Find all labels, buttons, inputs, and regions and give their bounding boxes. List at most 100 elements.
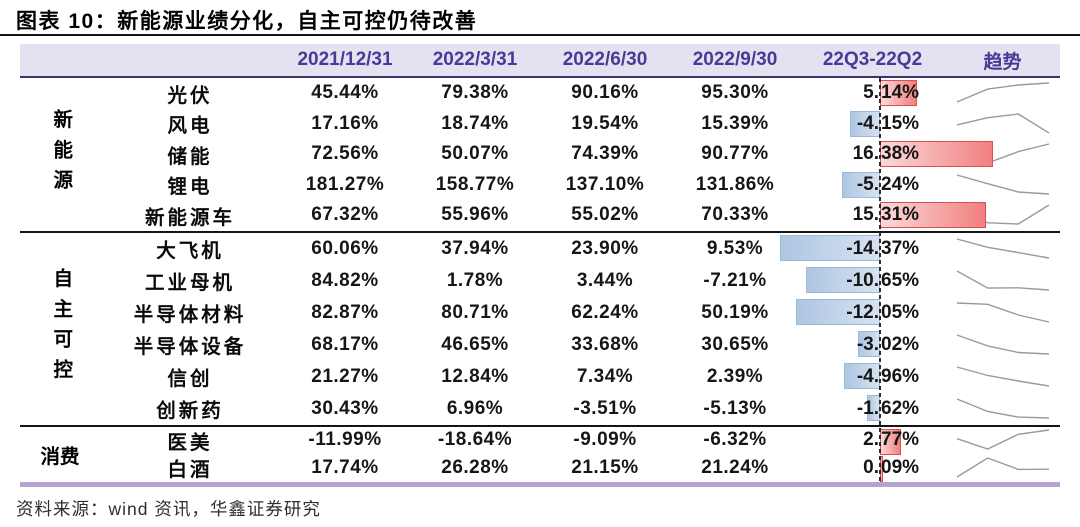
delta-int-part: -14.: [846, 237, 879, 259]
sector-label: 储能: [167, 145, 213, 168]
value-cell: 21.27%: [311, 365, 379, 387]
delta-cell: -12. 05%: [796, 297, 945, 329]
value-cell: 90.16%: [571, 82, 639, 104]
delta-bar-positive: [880, 202, 987, 228]
trend-sparkline: [945, 268, 1060, 294]
value-cell: 50.19%: [701, 301, 769, 323]
value-cell: -11.99%: [308, 429, 382, 451]
delta-int-part: -4.: [856, 365, 879, 387]
value-cell: 30.43%: [311, 397, 379, 419]
delta-int-part: -5.: [856, 173, 879, 195]
value-cell: 74.39%: [571, 143, 639, 165]
value-cell: 67.32%: [311, 204, 379, 226]
value-cell: 60.06%: [311, 237, 379, 259]
sector-label: 风电: [167, 115, 213, 138]
value-cell: -6.32%: [703, 429, 767, 451]
trend-sparkline: [945, 364, 1060, 390]
value-cell: 37.94%: [441, 237, 509, 259]
table-row: 半导体材料 82.87% 80.71% 62.24% 50.19% -12. 05%: [100, 297, 1060, 329]
table-row: 新能源车 67.32% 55.96% 55.02% 70.33% 15. 31%: [100, 200, 1060, 231]
sector-label: 半导体设备: [133, 336, 247, 358]
trend-sparkline: [945, 300, 1060, 326]
table-header: 2021/12/31 2022/3/31 2022/6/30 2022/9/30…: [20, 44, 1060, 78]
figure-title: 图表 10：新能源业绩分化，自主可控仍待改善: [16, 10, 478, 33]
delta-cell: -10. 65%: [800, 265, 945, 297]
delta-frac-part: 38%: [881, 143, 920, 165]
value-cell: 18.74%: [441, 112, 509, 134]
delta-cell: -1. 62%: [800, 393, 945, 425]
table-row: 锂电 181.27% 158.77% 137.10% 131.86% -5. 24%: [100, 170, 1060, 201]
delta-frac-part: 96%: [881, 365, 920, 387]
delta-int-part: 16.: [852, 143, 879, 165]
sector-label: 白酒: [167, 459, 213, 482]
delta-frac-part: 09%: [881, 456, 920, 478]
group-label: 消费: [20, 427, 100, 482]
delta-cell: -5. 24%: [800, 170, 945, 201]
sector-label: 大飞机: [156, 240, 224, 262]
table-row: 创新药 30.43% 6.96% -3.51% -5.13% -1. 62%: [100, 393, 1060, 425]
value-cell: 19.54%: [571, 112, 639, 134]
table-row: 半导体设备 68.17% 46.65% 33.68% 30.65% -3. 02%: [100, 329, 1060, 361]
delta-cell: -3. 02%: [800, 329, 945, 361]
zero-axis-dashed-line: [879, 78, 881, 482]
header-col-1: 2021/12/31: [297, 49, 393, 70]
trend-sparkline: [945, 172, 1060, 198]
delta-bar-negative: [796, 298, 880, 325]
sector-label: 锂电: [167, 176, 213, 199]
delta-int-part: 2.: [863, 429, 879, 451]
value-cell: 2.39%: [706, 365, 764, 387]
table-group: 自主可控 大飞机 60.06% 37.94% 23.90% 9.53% -14. 37% 工业母…: [20, 233, 1060, 427]
table-group: 消费 医美 -11.99% -18.64% -9.09% -6.32% 2. 77% 白酒 17.…: [20, 427, 1060, 482]
table-row: 风电 17.16% 18.74% 19.54% 15.39% -4. 15%: [100, 109, 1060, 140]
trend-sparkline: [945, 332, 1060, 358]
value-cell: -9.09%: [573, 429, 637, 451]
table-row: 信创 21.27% 12.84% 7.34% 2.39% -4. 96%: [100, 361, 1060, 393]
trend-sparkline: [945, 427, 1060, 453]
delta-frac-part: 31%: [881, 204, 920, 226]
delta-frac-part: 24%: [881, 173, 920, 195]
delta-int-part: 5.: [863, 82, 879, 104]
delta-frac-part: 77%: [881, 429, 920, 451]
delta-frac-part: 65%: [881, 269, 920, 291]
table-row: 白酒 17.74% 26.28% 21.15% 21.24% 0. 09%: [100, 454, 1060, 482]
value-cell: 55.02%: [571, 204, 639, 226]
value-cell: 45.44%: [311, 82, 379, 104]
value-cell: -3.51%: [573, 397, 637, 419]
value-cell: 3.44%: [576, 269, 634, 291]
sector-label: 医美: [167, 431, 213, 454]
delta-frac-part: 15%: [881, 112, 920, 134]
delta-cell: 5. 14%: [800, 78, 945, 109]
header-col-delta: 22Q3-22Q2: [822, 49, 923, 70]
sector-label: 新能源车: [144, 206, 235, 229]
value-cell: -18.64%: [437, 429, 513, 451]
value-cell: 82.87%: [311, 301, 379, 323]
value-cell: 33.68%: [571, 333, 639, 355]
trend-sparkline: [945, 396, 1060, 422]
delta-cell: 15. 31%: [800, 200, 987, 231]
value-cell: 70.33%: [701, 204, 769, 226]
value-cell: 50.07%: [441, 143, 509, 165]
value-cell: 9.53%: [706, 237, 764, 259]
value-cell: 12.84%: [441, 365, 509, 387]
value-cell: 80.71%: [441, 301, 509, 323]
delta-int-part: -10.: [846, 269, 879, 291]
delta-int-part: -4.: [856, 112, 879, 134]
value-cell: 181.27%: [305, 173, 385, 195]
sector-label: 创新药: [156, 400, 224, 422]
trend-sparkline: [945, 455, 1060, 481]
delta-cell: -14. 37%: [780, 233, 945, 265]
table-row: 医美 -11.99% -18.64% -9.09% -6.32% 2. 77%: [100, 427, 1060, 455]
value-cell: 21.24%: [701, 456, 769, 478]
delta-frac-part: 14%: [881, 82, 920, 104]
table-row: 光伏 45.44% 79.38% 90.16% 95.30% 5. 14%: [100, 78, 1060, 109]
value-cell: 26.28%: [441, 456, 509, 478]
sector-label: 工业母机: [144, 272, 235, 294]
title-underline: [0, 34, 1080, 36]
header-col-trend: 趋势: [983, 51, 1022, 73]
group-label: 自主可控: [20, 233, 100, 425]
value-cell: -5.13%: [703, 397, 767, 419]
table-row: 大飞机 60.06% 37.94% 23.90% 9.53% -14. 37%: [100, 233, 1060, 265]
table-group: 新能源 光伏 45.44% 79.38% 90.16% 95.30% 5. 14% 风电 17.1…: [20, 78, 1060, 233]
value-cell: 7.34%: [576, 365, 634, 387]
